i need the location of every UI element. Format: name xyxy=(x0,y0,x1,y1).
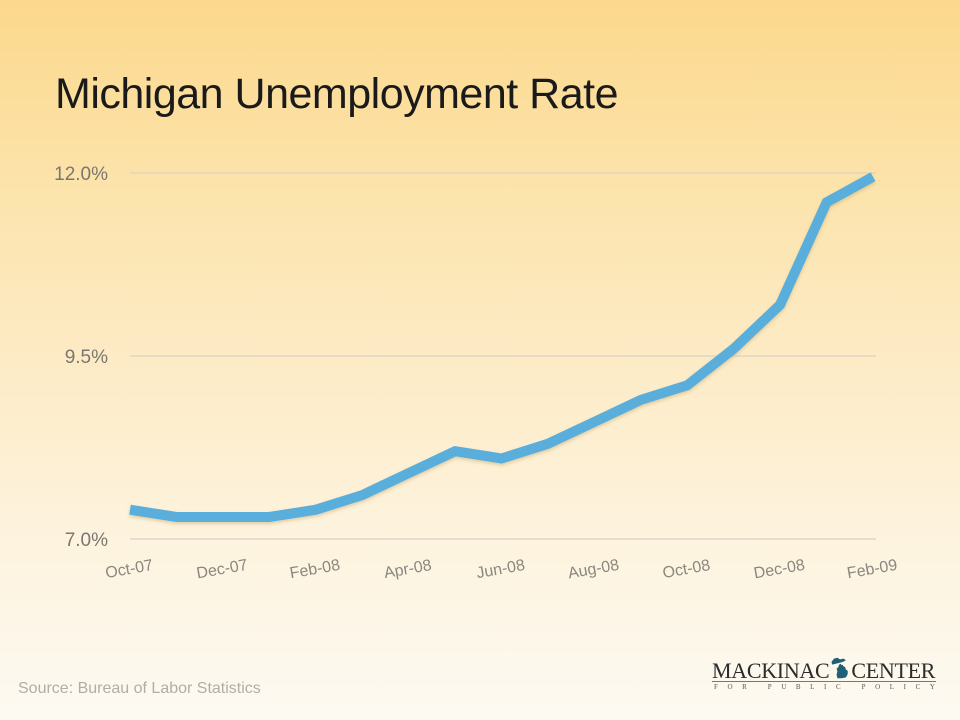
mackinac-center-logo: MACKINAC CENTER FOR PUBLIC POLICY xyxy=(712,640,938,692)
gridlines xyxy=(130,172,876,540)
x-tick-label: Dec-08 xyxy=(752,557,806,583)
michigan-map-icon xyxy=(831,657,849,679)
logo-wordmark: MACKINAC CENTER xyxy=(712,656,935,684)
logo-word-left: MACKINAC xyxy=(712,658,830,683)
x-tick-label: Feb-08 xyxy=(289,557,342,583)
source-note: Source: Bureau of Labor Statistics xyxy=(18,680,261,697)
logo-subtitle: FOR PUBLIC POLICY xyxy=(714,683,945,691)
x-tick-label: Apr-08 xyxy=(383,557,433,582)
x-tick-label: Oct-07 xyxy=(104,557,154,582)
y-tick-label: 9.5% xyxy=(65,347,108,368)
x-tick-label: Oct-08 xyxy=(661,557,711,582)
x-tick-label: Aug-08 xyxy=(567,557,621,583)
y-tick-label: 7.0% xyxy=(65,530,108,551)
x-tick-label: Dec-07 xyxy=(195,557,249,583)
chart-title: Michigan Unemployment Rate xyxy=(55,70,619,118)
logo-word-right: CENTER xyxy=(851,658,936,683)
x-tick-label: Jun-08 xyxy=(475,557,526,582)
x-tick-label: Feb-09 xyxy=(846,557,899,583)
y-axis-ticks: 7.0% 9.5% 12.0% xyxy=(54,164,108,551)
y-tick-label: 12.0% xyxy=(54,164,108,185)
x-axis-ticks: Oct-07 Dec-07 Feb-08 Apr-08 Jun-08 Aug-08 Oct-… xyxy=(104,557,899,583)
logo-divider xyxy=(712,681,936,682)
unemployment-rate-line xyxy=(129,172,876,522)
